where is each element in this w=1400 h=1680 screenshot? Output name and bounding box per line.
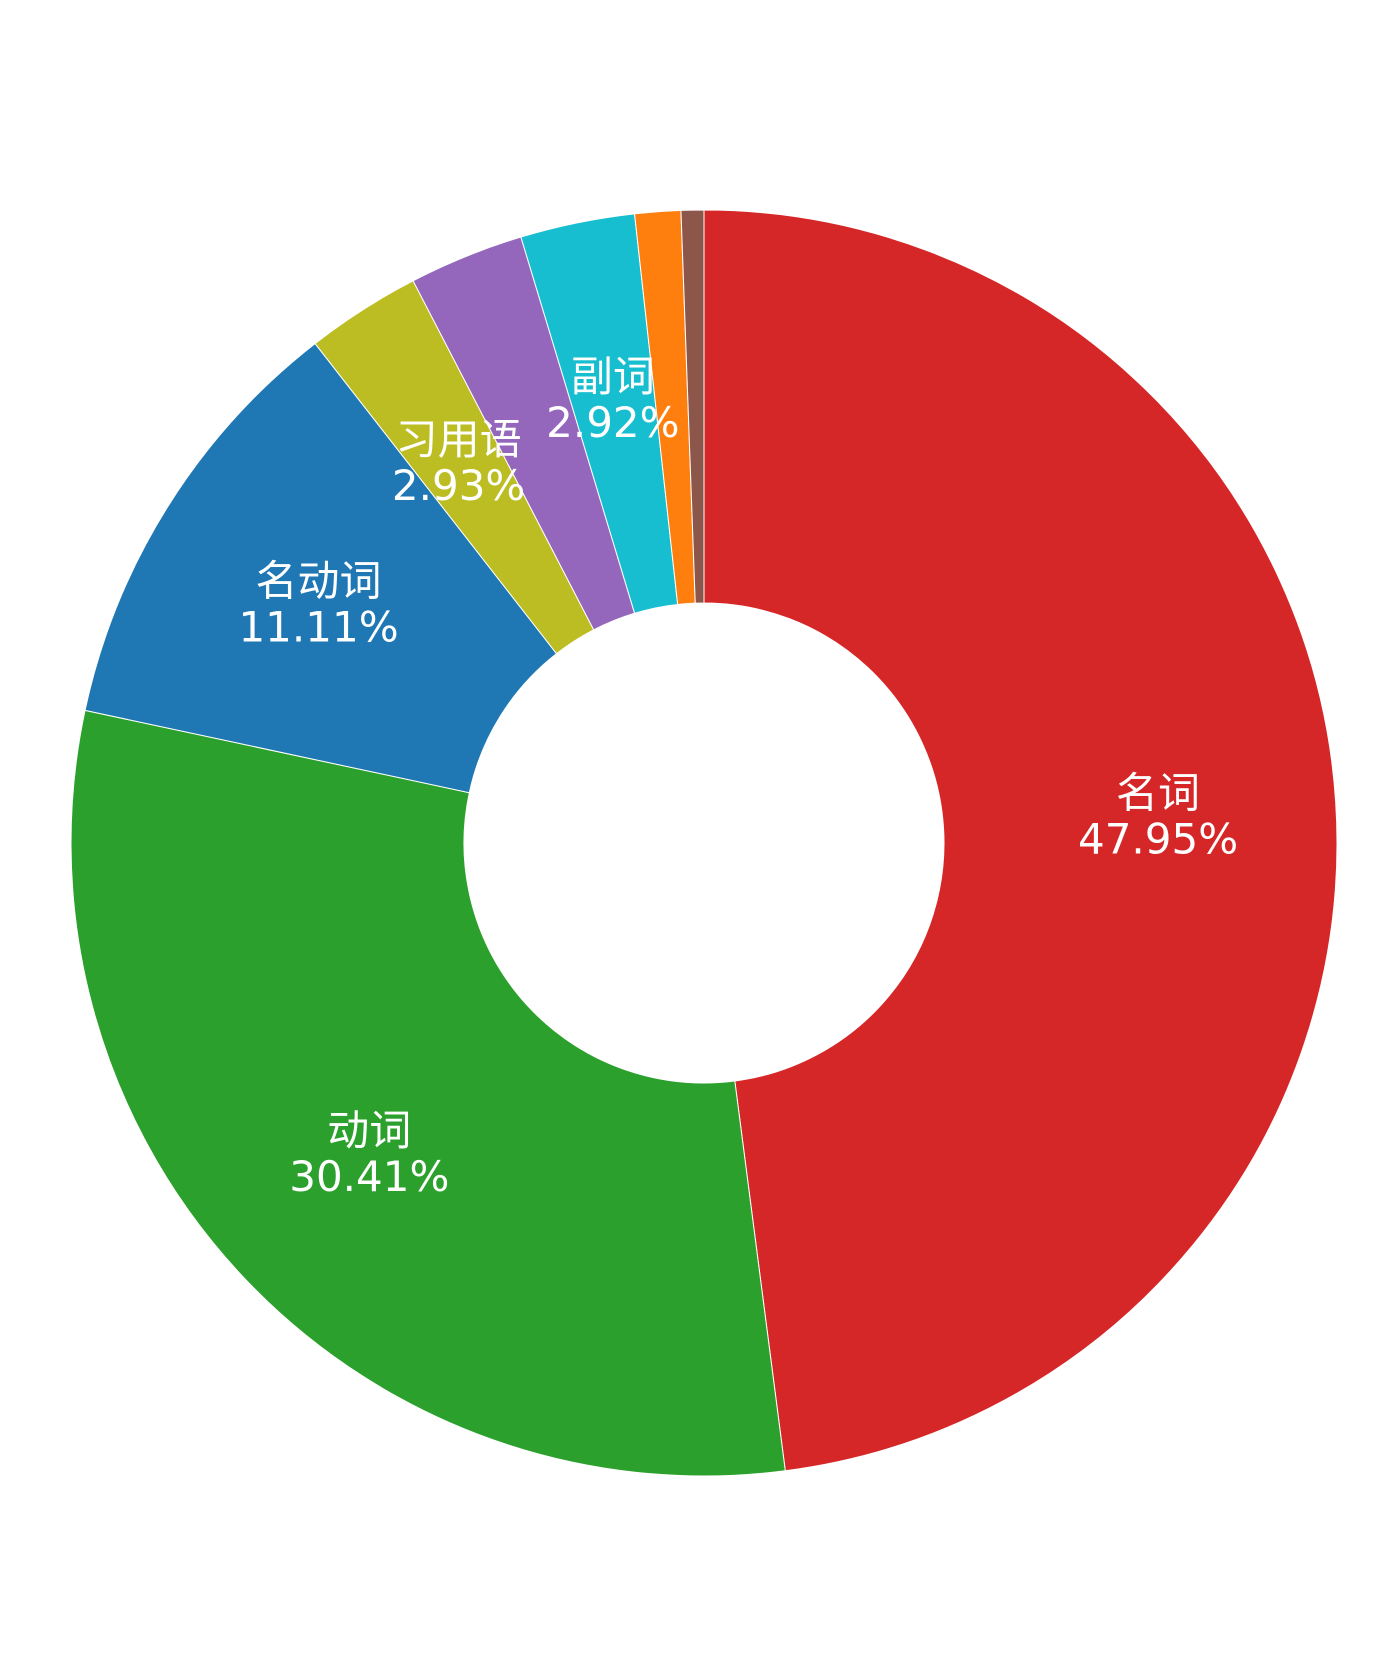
slice-label-percent-5: 2.92% bbox=[546, 398, 679, 447]
slice-label-name-2: 名动词 bbox=[256, 556, 382, 605]
donut-slices bbox=[70, 209, 1338, 1477]
slice-label-name-3: 习用语 bbox=[396, 415, 522, 464]
slice-label-percent-0: 47.95% bbox=[1078, 815, 1238, 864]
slice-1 bbox=[70, 709, 786, 1477]
slice-0 bbox=[703, 209, 1338, 1472]
slice-label-percent-2: 11.11% bbox=[238, 602, 398, 651]
slice-label-percent-3: 2.93% bbox=[392, 461, 525, 510]
slice-label-percent-1: 30.41% bbox=[289, 1152, 449, 1201]
slice-2 bbox=[84, 342, 558, 794]
slice-label-name-5: 副词 bbox=[571, 352, 655, 401]
slice-7 bbox=[680, 209, 705, 604]
slice-label-name-1: 动词 bbox=[327, 1106, 411, 1155]
slice-label-name-0: 名词 bbox=[1116, 769, 1200, 818]
